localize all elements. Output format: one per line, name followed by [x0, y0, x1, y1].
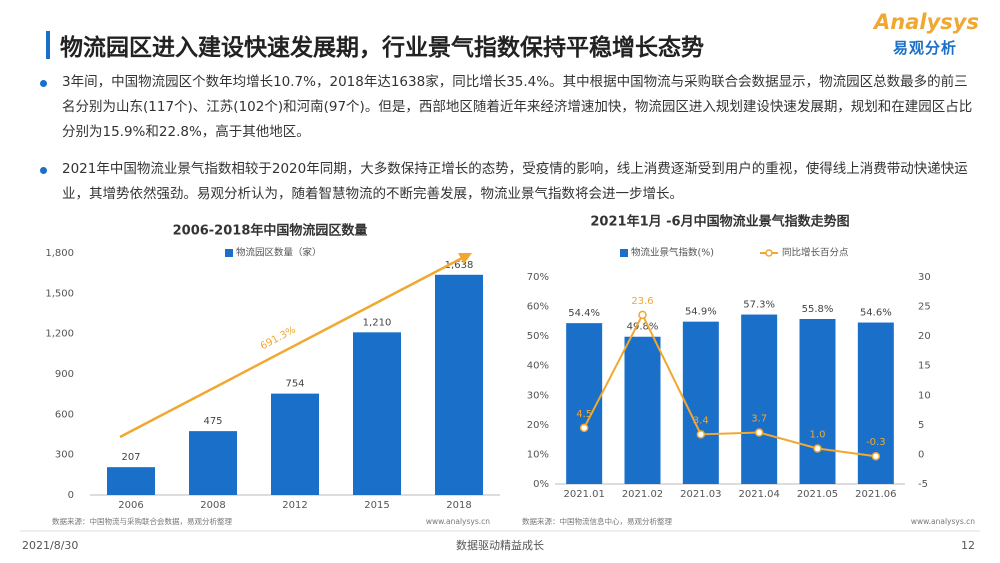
- footer-date: 2021/8/30: [22, 539, 78, 552]
- legend-label: 物流业景气指数(%): [631, 247, 714, 259]
- annotation-arrow: [119, 254, 467, 439]
- bar: [682, 321, 719, 484]
- bar: [353, 332, 401, 495]
- line-point: [813, 444, 822, 453]
- bar-value-label: 57.3%: [743, 300, 775, 311]
- x-tick-label: 2015: [364, 500, 389, 511]
- x-tick-label: 2021.04: [738, 489, 779, 500]
- y-tick-label: 30%: [527, 390, 549, 401]
- y2-tick-label: -5: [918, 479, 928, 490]
- line-value-label: 4.5: [576, 409, 592, 420]
- bullet-text: 2021年中国物流业景气指数相较于2020年同期，大多数保持正增长的态势，受疫情…: [62, 161, 968, 202]
- bar-value-label: 54.9%: [685, 307, 717, 318]
- y2-tick-label: 15: [918, 361, 931, 372]
- bar: [799, 318, 836, 484]
- site: www.analysys.cn: [426, 517, 490, 526]
- slide-title: 物流园区进入建设快速发展期，行业景气指数保持平稳增长态势: [60, 35, 704, 61]
- y2-tick-label: 25: [918, 302, 931, 313]
- line-point: [638, 310, 647, 320]
- x-tick-label: 2021.06: [855, 489, 896, 500]
- bar: [624, 336, 661, 484]
- source: 数据来源：中国物流信息中心，易观分析整理: [522, 516, 672, 526]
- bar-value-label: 207: [121, 452, 140, 463]
- x-tick-label: 2021.02: [622, 489, 663, 500]
- x-tick-label: 2008: [200, 500, 225, 511]
- line-point: [871, 451, 881, 461]
- footer-slogan: 数据驱动精益成长: [456, 538, 544, 552]
- bar-value-label: 475: [203, 416, 222, 427]
- annotation-arrowhead: [458, 253, 472, 264]
- chart-title: 2006-2018年中国物流园区数量: [173, 223, 368, 239]
- y-tick-label: 1,500: [45, 288, 74, 299]
- legend-label: 同比增长百分点: [782, 247, 849, 259]
- y2-tick-label: 20: [918, 331, 931, 342]
- y-tick-label: 1,200: [45, 329, 74, 340]
- bar: [741, 314, 778, 484]
- y-tick-label: 900: [55, 369, 74, 380]
- y-tick-label: 40%: [527, 361, 549, 372]
- bar: [435, 274, 483, 495]
- x-tick-label: 2018: [446, 500, 471, 511]
- line-value-label: 3.4: [693, 415, 709, 426]
- y2-tick-label: 10: [918, 390, 931, 401]
- line-value-label: 3.7: [751, 414, 767, 425]
- page-number: 12: [961, 539, 975, 552]
- bar: [107, 467, 155, 495]
- y-tick-label: 600: [55, 409, 74, 420]
- y2-tick-label: 5: [918, 420, 924, 431]
- x-tick-label: 2006: [118, 500, 143, 511]
- y-tick-label: 1,800: [45, 248, 74, 259]
- legend-swatch: [620, 249, 628, 257]
- legend-swatch: [225, 249, 233, 257]
- y-tick-label: 70%: [527, 272, 549, 283]
- legend-label: 物流园区数量（家）: [236, 247, 322, 259]
- bar-value-label: 1,638: [445, 260, 474, 271]
- line-series: [583, 312, 876, 458]
- line-value-label: -0.3: [866, 437, 886, 448]
- bar-value-label: 54.4%: [568, 308, 600, 319]
- bar: [271, 393, 319, 495]
- bullet-dot: [40, 80, 47, 87]
- y-tick-label: 0%: [533, 479, 549, 490]
- source: 数据来源：中国物流与采购联合会数据，易观分析整理: [52, 516, 232, 526]
- y-tick-label: 50%: [527, 331, 549, 342]
- x-tick-label: 2021.01: [563, 489, 604, 500]
- y-tick-label: 20%: [527, 420, 549, 431]
- line-point: [754, 428, 764, 437]
- y-tick-label: 0: [68, 490, 74, 501]
- line-point: [696, 430, 706, 439]
- bar: [189, 431, 237, 495]
- x-tick-label: 2021.03: [680, 489, 721, 500]
- site: www.analysys.cn: [911, 517, 975, 526]
- x-tick-label: 2021.05: [797, 489, 838, 500]
- logo-text: Analysys: [874, 10, 979, 34]
- bullet-dot: [40, 167, 47, 174]
- logo-cn: 易观分析: [893, 39, 958, 57]
- line-value-label: 23.6: [631, 296, 653, 307]
- bullet-text: 3年间，中国物流园区个数年均增长10.7%，2018年达1638家，同比增长35…: [62, 74, 973, 140]
- bar-value-label: 55.8%: [802, 304, 834, 315]
- legend-marker: [765, 249, 773, 257]
- y-tick-label: 60%: [527, 302, 549, 313]
- chart-title: 2021年1月 -6月中国物流业景气指数走势图: [590, 214, 849, 230]
- title-accent: [46, 31, 50, 59]
- bar-value-label: 49.8%: [627, 322, 659, 333]
- line-value-label: 1.0: [810, 430, 826, 441]
- bar-value-label: 754: [285, 379, 304, 390]
- y-tick-label: 10%: [527, 449, 549, 460]
- y2-tick-label: 30: [918, 272, 931, 283]
- y2-tick-label: 0: [918, 449, 924, 460]
- line-point: [579, 423, 589, 433]
- bar-value-label: 1,210: [363, 317, 392, 328]
- x-tick-label: 2012: [282, 500, 307, 511]
- bar-value-label: 54.6%: [860, 308, 892, 319]
- y-tick-label: 300: [55, 450, 74, 461]
